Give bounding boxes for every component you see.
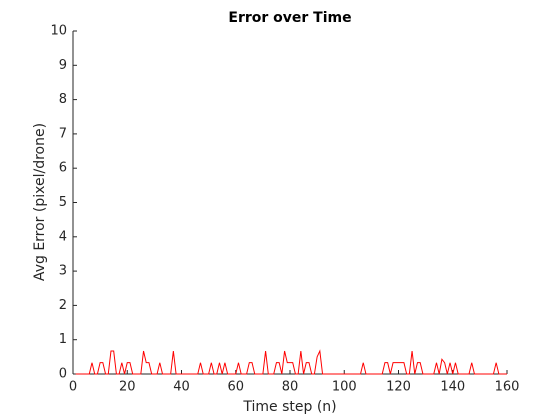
x-tick-label: 0 <box>69 380 77 395</box>
y-tick-label: 0 <box>59 367 67 382</box>
y-tick-label: 3 <box>59 264 67 279</box>
chart-title: Error over Time <box>228 10 351 26</box>
x-tick-label: 100 <box>332 380 357 395</box>
y-tick-label: 4 <box>59 229 67 244</box>
data-line <box>75 349 507 375</box>
x-tick-label: 160 <box>495 380 520 395</box>
x-tick-label: 120 <box>386 380 411 395</box>
y-tick-label: 6 <box>59 161 67 176</box>
y-tick-label: 8 <box>59 92 67 107</box>
x-tick-label: 20 <box>119 380 136 395</box>
y-tick-label: 10 <box>50 24 67 39</box>
y-tick-label: 2 <box>59 298 67 313</box>
y-tick-label: 5 <box>59 195 67 210</box>
x-axis-label: Time step (n) <box>242 399 336 415</box>
y-tick-label: 1 <box>59 332 67 347</box>
x-tick-label: 80 <box>282 380 299 395</box>
y-axis-label: Avg Error (pixel/drone) <box>32 123 48 281</box>
y-tick-label: 7 <box>59 126 67 141</box>
x-tick-label: 60 <box>227 380 244 395</box>
y-tick-label: 9 <box>59 58 67 73</box>
x-tick-label: 40 <box>173 380 190 395</box>
x-tick-label: 140 <box>440 380 465 395</box>
